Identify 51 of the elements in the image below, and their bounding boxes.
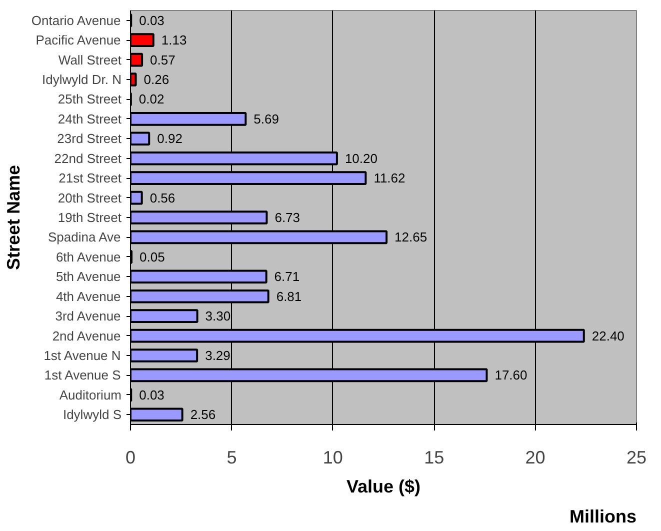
data-label: 6.73 [274,210,300,225]
y-tick-label: 25th Street [58,92,122,107]
y-tick-label: Pacific Avenue [36,32,121,48]
y-tick-label: 21st Street [58,170,122,186]
y-tick-label: 6th Avenue [56,249,121,264]
data-label: 22.40 [592,328,624,344]
y-tick-label: 1st Avenue S [44,368,122,383]
y-tick-label: 19th Street [58,210,122,225]
y-tick-label: Auditorium [59,387,122,402]
x-tick-label: 15 [424,448,444,468]
data-label: 0.03 [139,12,164,28]
data-label: 3.29 [205,348,230,363]
data-label: 0.03 [139,387,164,402]
data-label: 12.65 [394,230,428,245]
y-tick-label: 22nd Street [54,150,122,166]
y-tick-label: Idylwyld Dr. N [42,72,122,87]
data-label: 10.20 [344,150,378,166]
data-label: 6.71 [274,269,300,284]
data-label: 5.69 [254,111,279,126]
data-label: 0.56 [150,190,176,206]
x-tick-label: 10 [322,448,343,468]
x-tick-label: 20 [525,448,546,468]
y-tick-label: 1st Avenue N [44,348,121,363]
y-axis-title: Street Name [3,164,24,270]
data-label: 0.02 [138,92,164,107]
y-tick-label: 23rd Street [57,131,122,146]
y-tick-label: 3rd Avenue [55,308,121,324]
data-label: 2.56 [190,407,216,422]
data-label: 1.13 [161,32,187,48]
y-tick-label: 20th Street [58,190,122,206]
x-tick-label: 0 [125,448,136,468]
x-tick-label: 5 [226,448,237,468]
y-tick-label: 4th Avenue [56,288,121,304]
data-label: 3.30 [205,308,231,324]
y-tick-label: Ontario Avenue [31,12,121,28]
data-label: 0.26 [144,72,170,87]
y-tick-label: Spadina Ave [48,230,121,245]
x-axis-title: Value ($) [346,476,421,496]
x-tick-label: 25 [626,448,647,468]
data-label: 0.57 [150,52,176,68]
data-label: 0.92 [157,131,182,146]
data-label: 17.60 [494,368,528,383]
text: Millions [570,506,636,526]
data-label: 0.05 [140,249,165,264]
y-tick-label: Idylwyld S [62,407,122,422]
y-tick-label: 24th Street [58,111,122,126]
data-label: 6.81 [276,288,302,304]
y-tick-label: 5th Avenue [56,269,121,284]
data-label: 11.62 [374,170,406,186]
y-tick-label: 2nd Avenue [52,328,121,344]
y-tick-label: Wall Street [58,52,122,68]
